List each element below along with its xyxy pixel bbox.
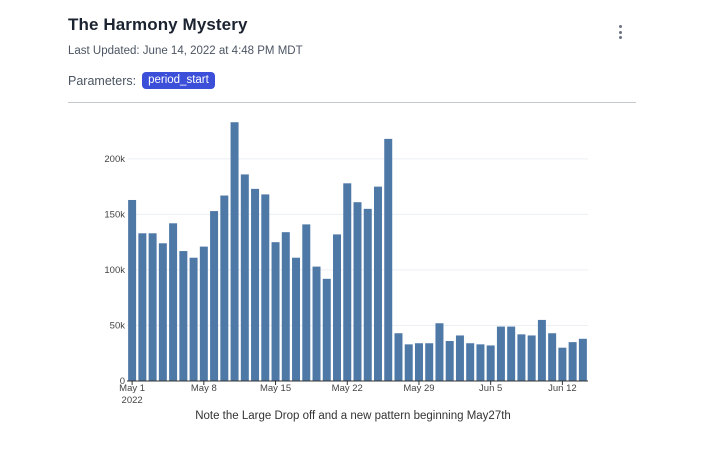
- parameters-label: Parameters:: [68, 73, 137, 88]
- bar: [302, 224, 311, 381]
- bar: [537, 319, 546, 381]
- bar: [507, 326, 516, 381]
- header-divider: [68, 102, 636, 103]
- bar: [527, 335, 536, 381]
- bar: [425, 343, 434, 381]
- bar: [384, 138, 393, 381]
- bar: [517, 334, 526, 381]
- bar: [261, 194, 270, 381]
- y-tick-label: 200k: [104, 154, 125, 165]
- bars: [128, 122, 587, 381]
- bar: [435, 323, 444, 381]
- bar: [148, 233, 157, 381]
- x-tick-label: May 29: [403, 383, 434, 394]
- bar: [353, 202, 362, 381]
- menu-dot: [618, 25, 622, 28]
- y-tick-label: 100k: [104, 265, 125, 276]
- bar: [466, 343, 475, 381]
- bar: [240, 174, 249, 381]
- bar: [169, 223, 178, 381]
- x-tick-label: Jun 12: [548, 383, 577, 394]
- bar: [333, 234, 342, 381]
- menu-dot: [618, 36, 622, 39]
- bar: [251, 188, 260, 381]
- bar: [312, 266, 321, 381]
- bar: [414, 343, 423, 381]
- bar: [445, 341, 454, 381]
- bar: [138, 233, 147, 381]
- y-tick-label: 0: [120, 376, 125, 387]
- bar: [578, 338, 587, 381]
- bar: [455, 335, 464, 381]
- bar: [363, 208, 372, 381]
- last-updated-text: Last Updated: June 14, 2022 at 4:48 PM M…: [68, 45, 303, 57]
- axes: [127, 380, 588, 385]
- x-tick-label: May 15: [260, 383, 291, 394]
- bar: [210, 211, 219, 381]
- bar: [558, 347, 567, 381]
- bar: [404, 344, 413, 381]
- bar: [292, 257, 301, 381]
- bar: [281, 232, 290, 381]
- chart-caption: Note the Large Drop off and a new patter…: [195, 410, 511, 422]
- bar: [476, 344, 485, 381]
- bar: [496, 326, 505, 381]
- bar: [271, 242, 280, 381]
- bar: [548, 333, 557, 381]
- bar: [220, 195, 229, 381]
- y-tick-label: 50k: [110, 320, 126, 331]
- x-tick-label: May 1: [119, 383, 145, 394]
- bar: [322, 278, 331, 381]
- x-tick-label: Jun 5: [479, 383, 502, 394]
- y-tick-label: 150k: [104, 209, 125, 220]
- bar: [158, 243, 167, 381]
- x-tick-label: May 22: [332, 383, 363, 394]
- bar: [486, 345, 495, 381]
- parameters-row: Parameters: period_start: [68, 72, 215, 89]
- bar: [189, 257, 198, 381]
- parameter-chip-period-start[interactable]: period_start: [142, 72, 215, 89]
- bar: [568, 342, 577, 381]
- more-vertical-icon[interactable]: [612, 25, 628, 39]
- bar: [179, 251, 188, 381]
- x-tick-sublabel: 2022: [122, 395, 143, 406]
- menu-dot: [618, 30, 622, 34]
- bar: [230, 122, 239, 381]
- bar: [199, 246, 208, 381]
- x-tick-label: May 8: [191, 383, 217, 394]
- bar: [394, 333, 403, 381]
- card-title: The Harmony Mystery: [68, 15, 248, 34]
- bar: [343, 183, 352, 381]
- bar: [128, 199, 137, 381]
- bar: [373, 186, 382, 381]
